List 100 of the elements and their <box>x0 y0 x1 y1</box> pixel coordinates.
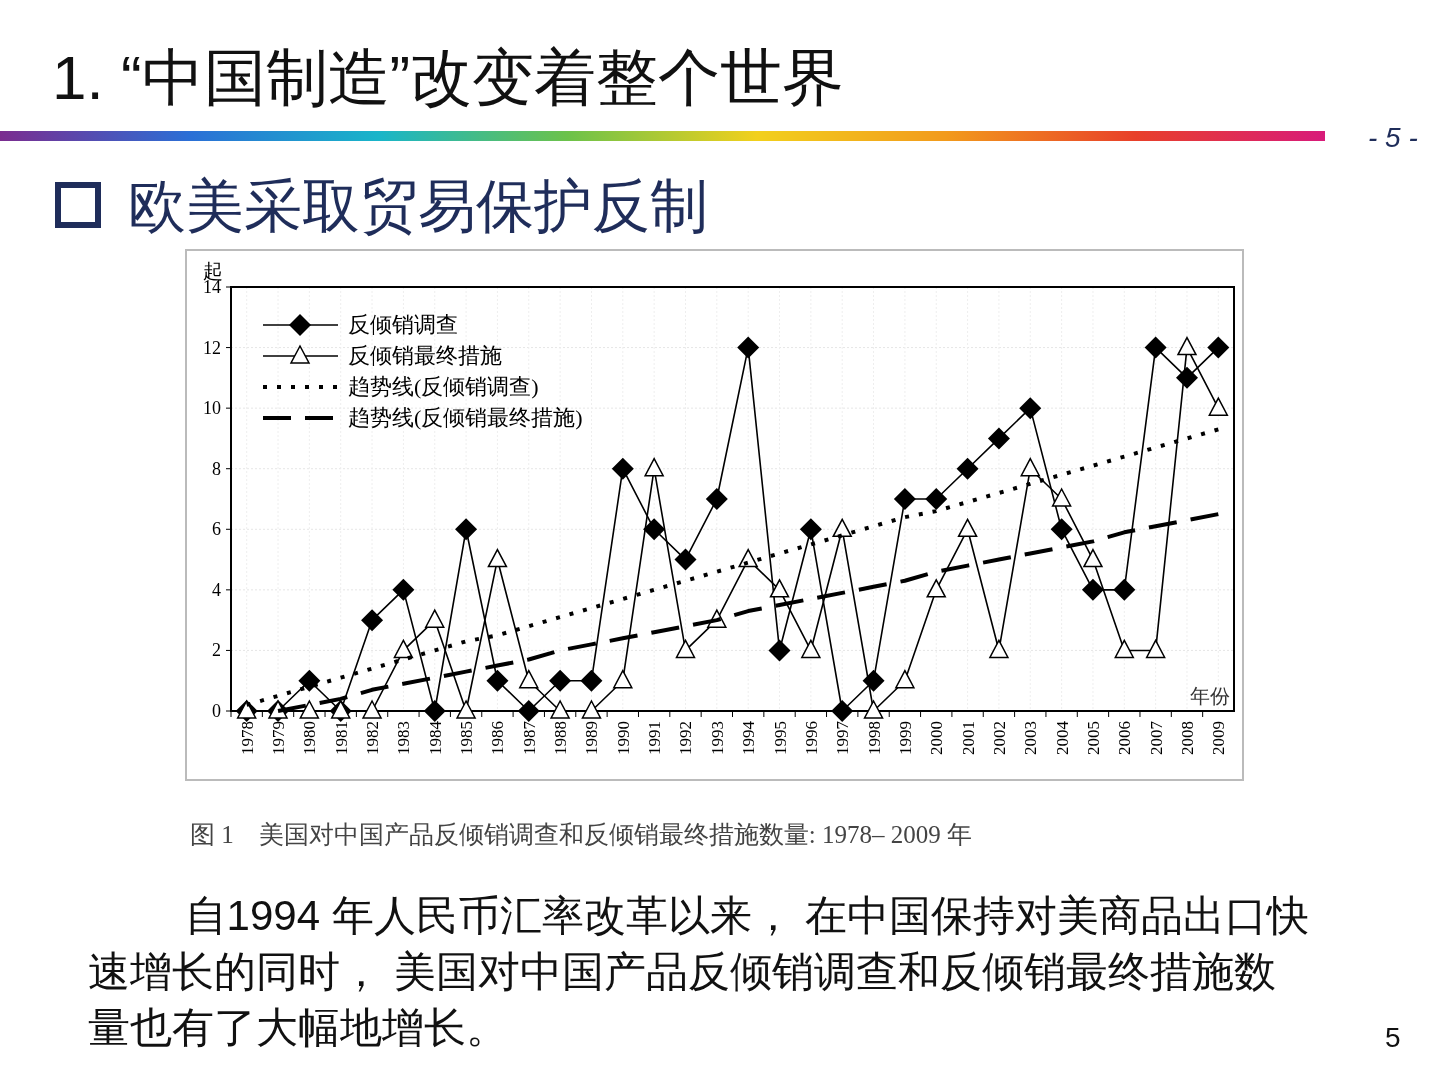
point <box>549 669 572 692</box>
x-tick-label: 1995 <box>770 721 790 755</box>
point <box>1208 397 1229 416</box>
point <box>895 669 915 689</box>
y-tick-label: 0 <box>212 701 221 721</box>
x-tick-label: 1988 <box>551 721 571 755</box>
y-tick-label: 10 <box>203 398 221 419</box>
x-tick-label: 1997 <box>833 720 853 755</box>
legend-label: 反倾销最终措施 <box>348 343 502 368</box>
point <box>738 548 758 568</box>
x-tick-label: 2005 <box>1083 721 1103 755</box>
point <box>1177 336 1197 356</box>
y-tick-label: 4 <box>212 579 221 600</box>
x-tick-label: 1982 <box>363 721 383 755</box>
x-tick-label: 1993 <box>707 721 727 755</box>
x-tick-label: 1983 <box>394 721 414 755</box>
y-tick-label: 2 <box>212 640 221 661</box>
x-tick-label: 1987 <box>519 720 539 755</box>
x-axis-title: 年份 <box>1190 685 1230 707</box>
y-tick-label: 8 <box>212 458 221 479</box>
x-tick-label: 2000 <box>927 721 947 755</box>
point <box>799 518 822 541</box>
point <box>893 488 916 510</box>
point <box>1020 457 1041 477</box>
point <box>769 579 790 598</box>
point <box>613 669 633 689</box>
point <box>863 700 884 719</box>
point <box>1144 336 1167 359</box>
point <box>1207 336 1230 359</box>
point <box>393 639 414 659</box>
point <box>832 518 852 538</box>
text: 自1994 年人民币汇率改革以来， 在中国保持对美商品出口快速增长的同时， 美国对中国产品反倾销调查和反倾销最终措施数量也有了大幅地增长。 <box>88 891 1311 1053</box>
point <box>1175 366 1198 389</box>
point <box>925 488 948 510</box>
point <box>392 578 415 601</box>
caption: 图 1 美国对中国产品反倾销调查和反倾销最终措施数量: 1978– 2009 年 <box>190 820 972 850</box>
text: - 5 - <box>1368 122 1418 154</box>
legend-label: 反倾销调查 <box>348 312 458 337</box>
x-tick-label: 2001 <box>958 721 978 755</box>
x-tick-label: 2003 <box>1021 721 1041 755</box>
point <box>1051 488 1072 507</box>
point <box>362 700 382 719</box>
point <box>956 457 979 480</box>
point <box>768 639 791 662</box>
x-tick-label: 1984 <box>425 720 445 755</box>
point <box>644 457 664 477</box>
x-tick-label: 1980 <box>300 721 320 755</box>
point <box>1019 397 1042 420</box>
point <box>737 336 760 359</box>
y-tick-label: 12 <box>203 337 221 358</box>
point <box>455 518 478 541</box>
point <box>1114 639 1135 659</box>
x-tick-label: 1989 <box>582 721 602 755</box>
y-tick-label: 6 <box>212 519 221 540</box>
x-tick-label: 2006 <box>1115 721 1135 755</box>
point <box>862 669 885 692</box>
x-tick-label: 1986 <box>488 721 508 755</box>
point <box>1081 578 1104 601</box>
point <box>611 457 634 480</box>
x-tick-label: 1996 <box>801 721 821 755</box>
x-tick-label: 1979 <box>269 721 289 755</box>
text: 5 <box>1385 1022 1401 1054</box>
x-tick-label: 1999 <box>895 721 915 755</box>
point <box>987 427 1010 450</box>
point <box>801 639 821 659</box>
point <box>989 639 1009 659</box>
point <box>957 518 978 538</box>
point <box>423 700 446 722</box>
point <box>1113 578 1136 601</box>
x-tick-label: 2008 <box>1177 721 1197 755</box>
point <box>1083 548 1103 568</box>
x-tick-label: 2007 <box>1146 720 1166 755</box>
point <box>643 518 666 541</box>
point <box>519 669 539 689</box>
legend-label: 趋势线(反倾销调查) <box>348 374 539 399</box>
x-tick-label: 2002 <box>989 721 1009 755</box>
x-tick-label: 1994 <box>739 720 759 755</box>
x-tick-label: 2004 <box>1052 720 1072 755</box>
point <box>1145 639 1166 659</box>
point <box>674 548 697 571</box>
point <box>580 669 603 692</box>
x-tick-label: 1978 <box>237 721 257 755</box>
x-tick-label: 1985 <box>457 721 477 755</box>
x-tick-label: 1992 <box>676 721 696 755</box>
point <box>424 609 445 628</box>
point <box>581 700 602 719</box>
point <box>487 548 508 568</box>
x-tick-label: 1981 <box>331 721 351 755</box>
point <box>1050 518 1073 541</box>
x-tick-label: 1991 <box>645 721 665 755</box>
point <box>361 609 384 632</box>
point <box>675 639 696 659</box>
point <box>517 700 540 722</box>
chart-title: 1. “中国制造”改变着整个世界 <box>52 42 845 114</box>
x-tick-label: 1990 <box>613 721 633 755</box>
point <box>298 669 321 692</box>
point <box>456 700 476 719</box>
legend-label: 趋势线(反倾销最终措施) <box>348 405 583 430</box>
point <box>299 700 320 719</box>
point <box>926 579 946 598</box>
